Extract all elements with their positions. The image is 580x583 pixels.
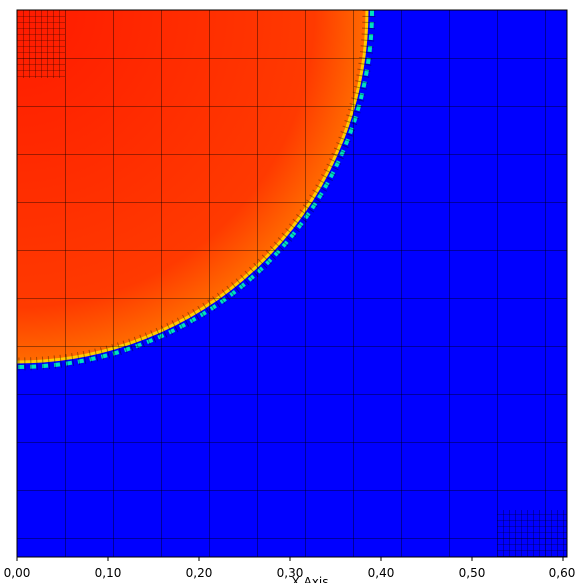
- x-tick-label: 0,30: [277, 566, 304, 580]
- x-axis-label: X Axis: [292, 575, 329, 583]
- x-tick-label: 0,00: [4, 566, 31, 580]
- x-tick-label: 0,40: [368, 566, 395, 580]
- refined-mesh: [17, 10, 65, 78]
- x-tick-label: 0,60: [549, 566, 576, 580]
- x-tick-label: 0,50: [459, 566, 486, 580]
- field: [17, 10, 567, 557]
- x-tick-label: 0,20: [186, 566, 213, 580]
- refined-mesh: [497, 510, 567, 557]
- plot-frame: [16, 9, 568, 558]
- mesh: [17, 10, 567, 557]
- x-tick-label: 0,10: [95, 566, 122, 580]
